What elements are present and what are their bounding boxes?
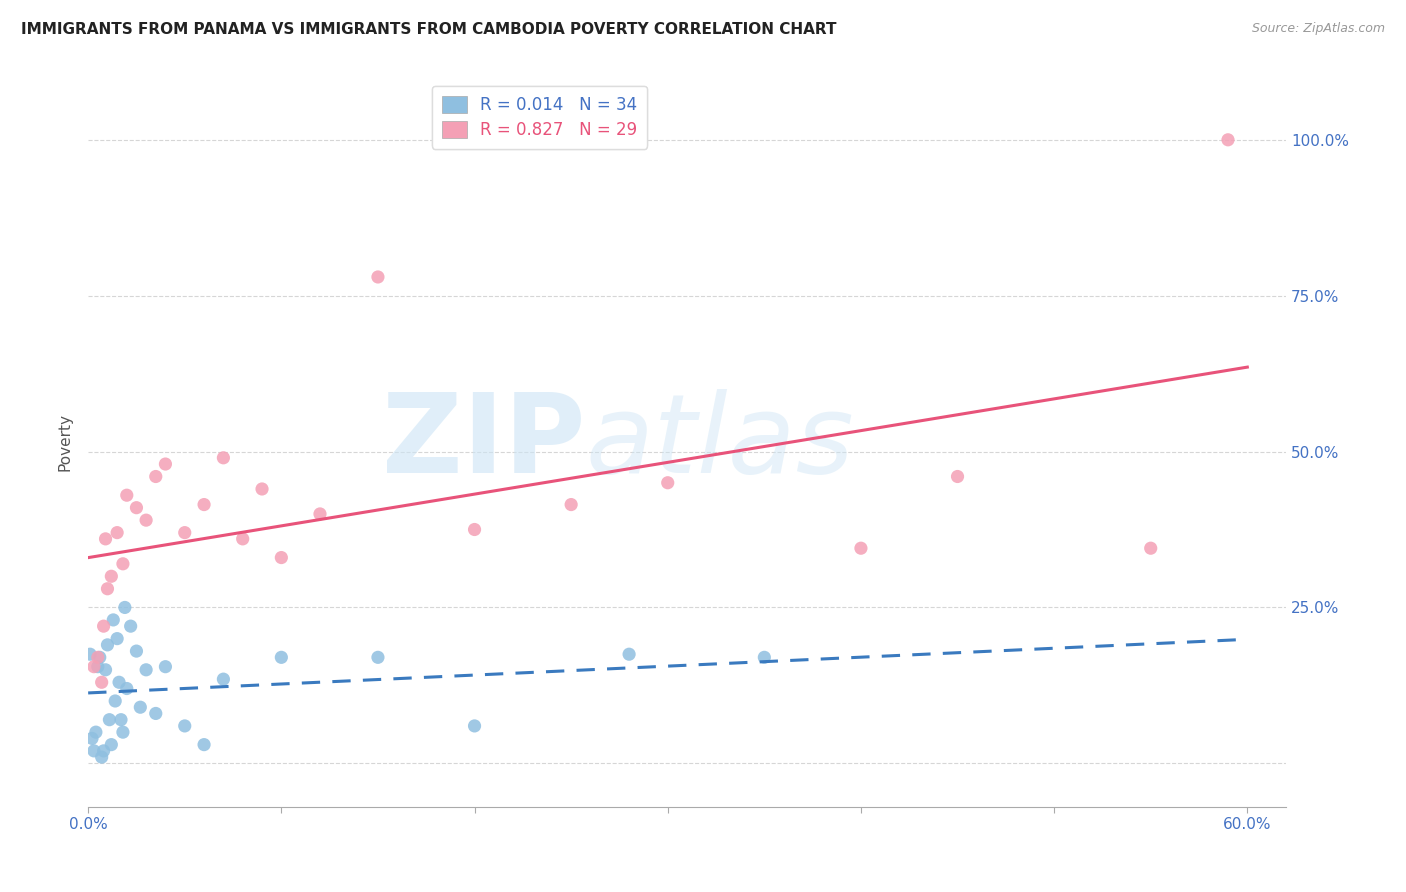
Point <box>115 681 138 696</box>
Point <box>145 469 167 483</box>
Point <box>754 650 776 665</box>
Point <box>96 638 118 652</box>
Point <box>115 488 138 502</box>
Point <box>367 270 389 285</box>
Point <box>103 613 125 627</box>
Point <box>1216 133 1239 147</box>
Point <box>98 713 121 727</box>
Point <box>155 659 177 673</box>
Point <box>94 663 117 677</box>
Point <box>173 525 195 540</box>
Point <box>1139 541 1161 556</box>
Point <box>125 644 148 658</box>
Point <box>464 719 486 733</box>
Point <box>100 738 122 752</box>
Point <box>145 706 167 721</box>
Point <box>212 450 235 465</box>
Point <box>96 582 118 596</box>
Point <box>617 647 640 661</box>
Text: atlas: atlas <box>585 389 853 496</box>
Point <box>89 650 111 665</box>
Point <box>135 513 157 527</box>
Point <box>173 719 195 733</box>
Point <box>135 663 157 677</box>
Point <box>129 700 152 714</box>
Point <box>93 619 115 633</box>
Point <box>104 694 127 708</box>
Point <box>80 731 103 746</box>
Point <box>193 498 215 512</box>
Point <box>657 475 679 490</box>
Point <box>105 632 128 646</box>
Point <box>120 619 142 633</box>
Point <box>105 525 128 540</box>
Point <box>93 744 115 758</box>
Point <box>250 482 273 496</box>
Point <box>111 725 134 739</box>
Point <box>84 725 107 739</box>
Point <box>270 550 292 565</box>
Text: IMMIGRANTS FROM PANAMA VS IMMIGRANTS FROM CAMBODIA POVERTY CORRELATION CHART: IMMIGRANTS FROM PANAMA VS IMMIGRANTS FRO… <box>21 22 837 37</box>
Point <box>125 500 148 515</box>
Point <box>79 647 101 661</box>
Point <box>309 507 332 521</box>
Point <box>83 659 105 673</box>
Point <box>87 650 110 665</box>
Point <box>946 469 969 483</box>
Point <box>193 738 215 752</box>
Point <box>212 672 235 686</box>
Point <box>464 523 486 537</box>
Point <box>110 713 132 727</box>
Point <box>87 659 110 673</box>
Point <box>560 498 582 512</box>
Point <box>108 675 131 690</box>
Point <box>367 650 389 665</box>
Point <box>111 557 134 571</box>
Point <box>83 744 105 758</box>
Point <box>90 675 112 690</box>
Text: ZIP: ZIP <box>382 389 585 496</box>
Point <box>94 532 117 546</box>
Point <box>114 600 136 615</box>
Point <box>100 569 122 583</box>
Text: Source: ZipAtlas.com: Source: ZipAtlas.com <box>1251 22 1385 36</box>
Legend: R = 0.014   N = 34, R = 0.827   N = 29: R = 0.014 N = 34, R = 0.827 N = 29 <box>432 86 647 149</box>
Point <box>155 457 177 471</box>
Point <box>90 750 112 764</box>
Y-axis label: Poverty: Poverty <box>58 413 72 471</box>
Point <box>849 541 872 556</box>
Point <box>232 532 254 546</box>
Point <box>270 650 292 665</box>
